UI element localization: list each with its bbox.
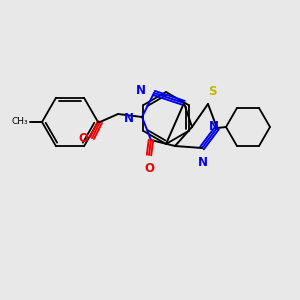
Text: O: O bbox=[78, 133, 88, 146]
Text: N: N bbox=[198, 156, 208, 169]
Text: N: N bbox=[136, 83, 146, 97]
Text: O: O bbox=[144, 162, 154, 175]
Text: N: N bbox=[124, 112, 134, 124]
Text: S: S bbox=[208, 85, 216, 98]
Text: CH₃: CH₃ bbox=[11, 118, 28, 127]
Text: N: N bbox=[209, 119, 219, 133]
